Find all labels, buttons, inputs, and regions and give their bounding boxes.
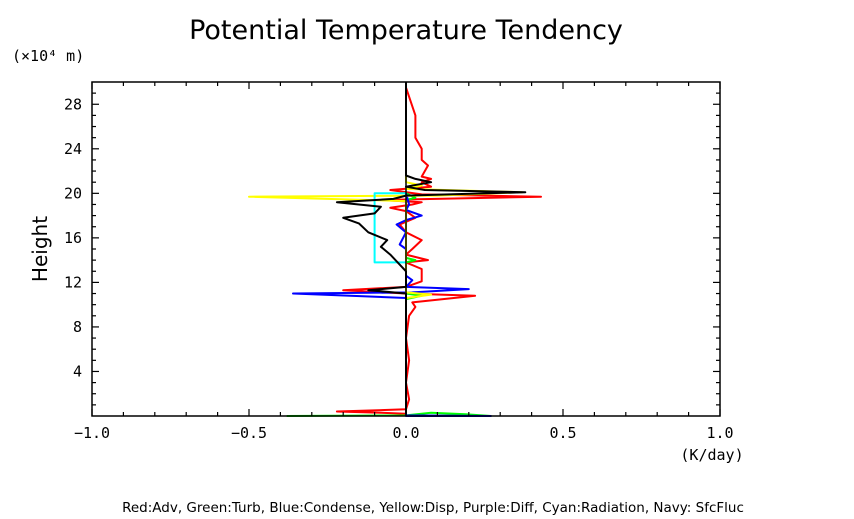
x-tick-label: 0.0: [392, 424, 419, 442]
x-tick-label: 0.5: [549, 424, 576, 442]
y-unit-label: (×10⁴ m): [12, 47, 84, 65]
legend-text: Red:Adv, Green:Turb, Blue:Condense, Yell…: [122, 500, 744, 516]
series-line-4: [373, 192, 406, 264]
x-tick-label: −1.0: [74, 424, 110, 442]
x-axis-label: (K/day): [680, 446, 743, 464]
y-tick-label: 4: [73, 362, 82, 380]
chart-title: Potential Temperature Tendency: [189, 15, 623, 46]
series-line-3: [248, 82, 524, 299]
series-line-0: [335, 87, 542, 415]
y-tick-label: 20: [64, 184, 82, 202]
y-tick-label: 8: [73, 318, 82, 336]
y-axis-label: Height: [28, 216, 52, 282]
y-tick-label: 28: [64, 95, 82, 113]
x-tick-label: −0.5: [231, 424, 267, 442]
y-tick-label: 16: [64, 229, 82, 247]
x-tick-label: 1.0: [706, 424, 733, 442]
y-tick-label: 12: [64, 273, 82, 291]
series-line-5: [335, 82, 527, 414]
series-line-2: [292, 193, 492, 417]
series-line-1: [286, 192, 492, 417]
y-tick-label: 24: [64, 140, 82, 158]
series-layer: [248, 82, 542, 417]
